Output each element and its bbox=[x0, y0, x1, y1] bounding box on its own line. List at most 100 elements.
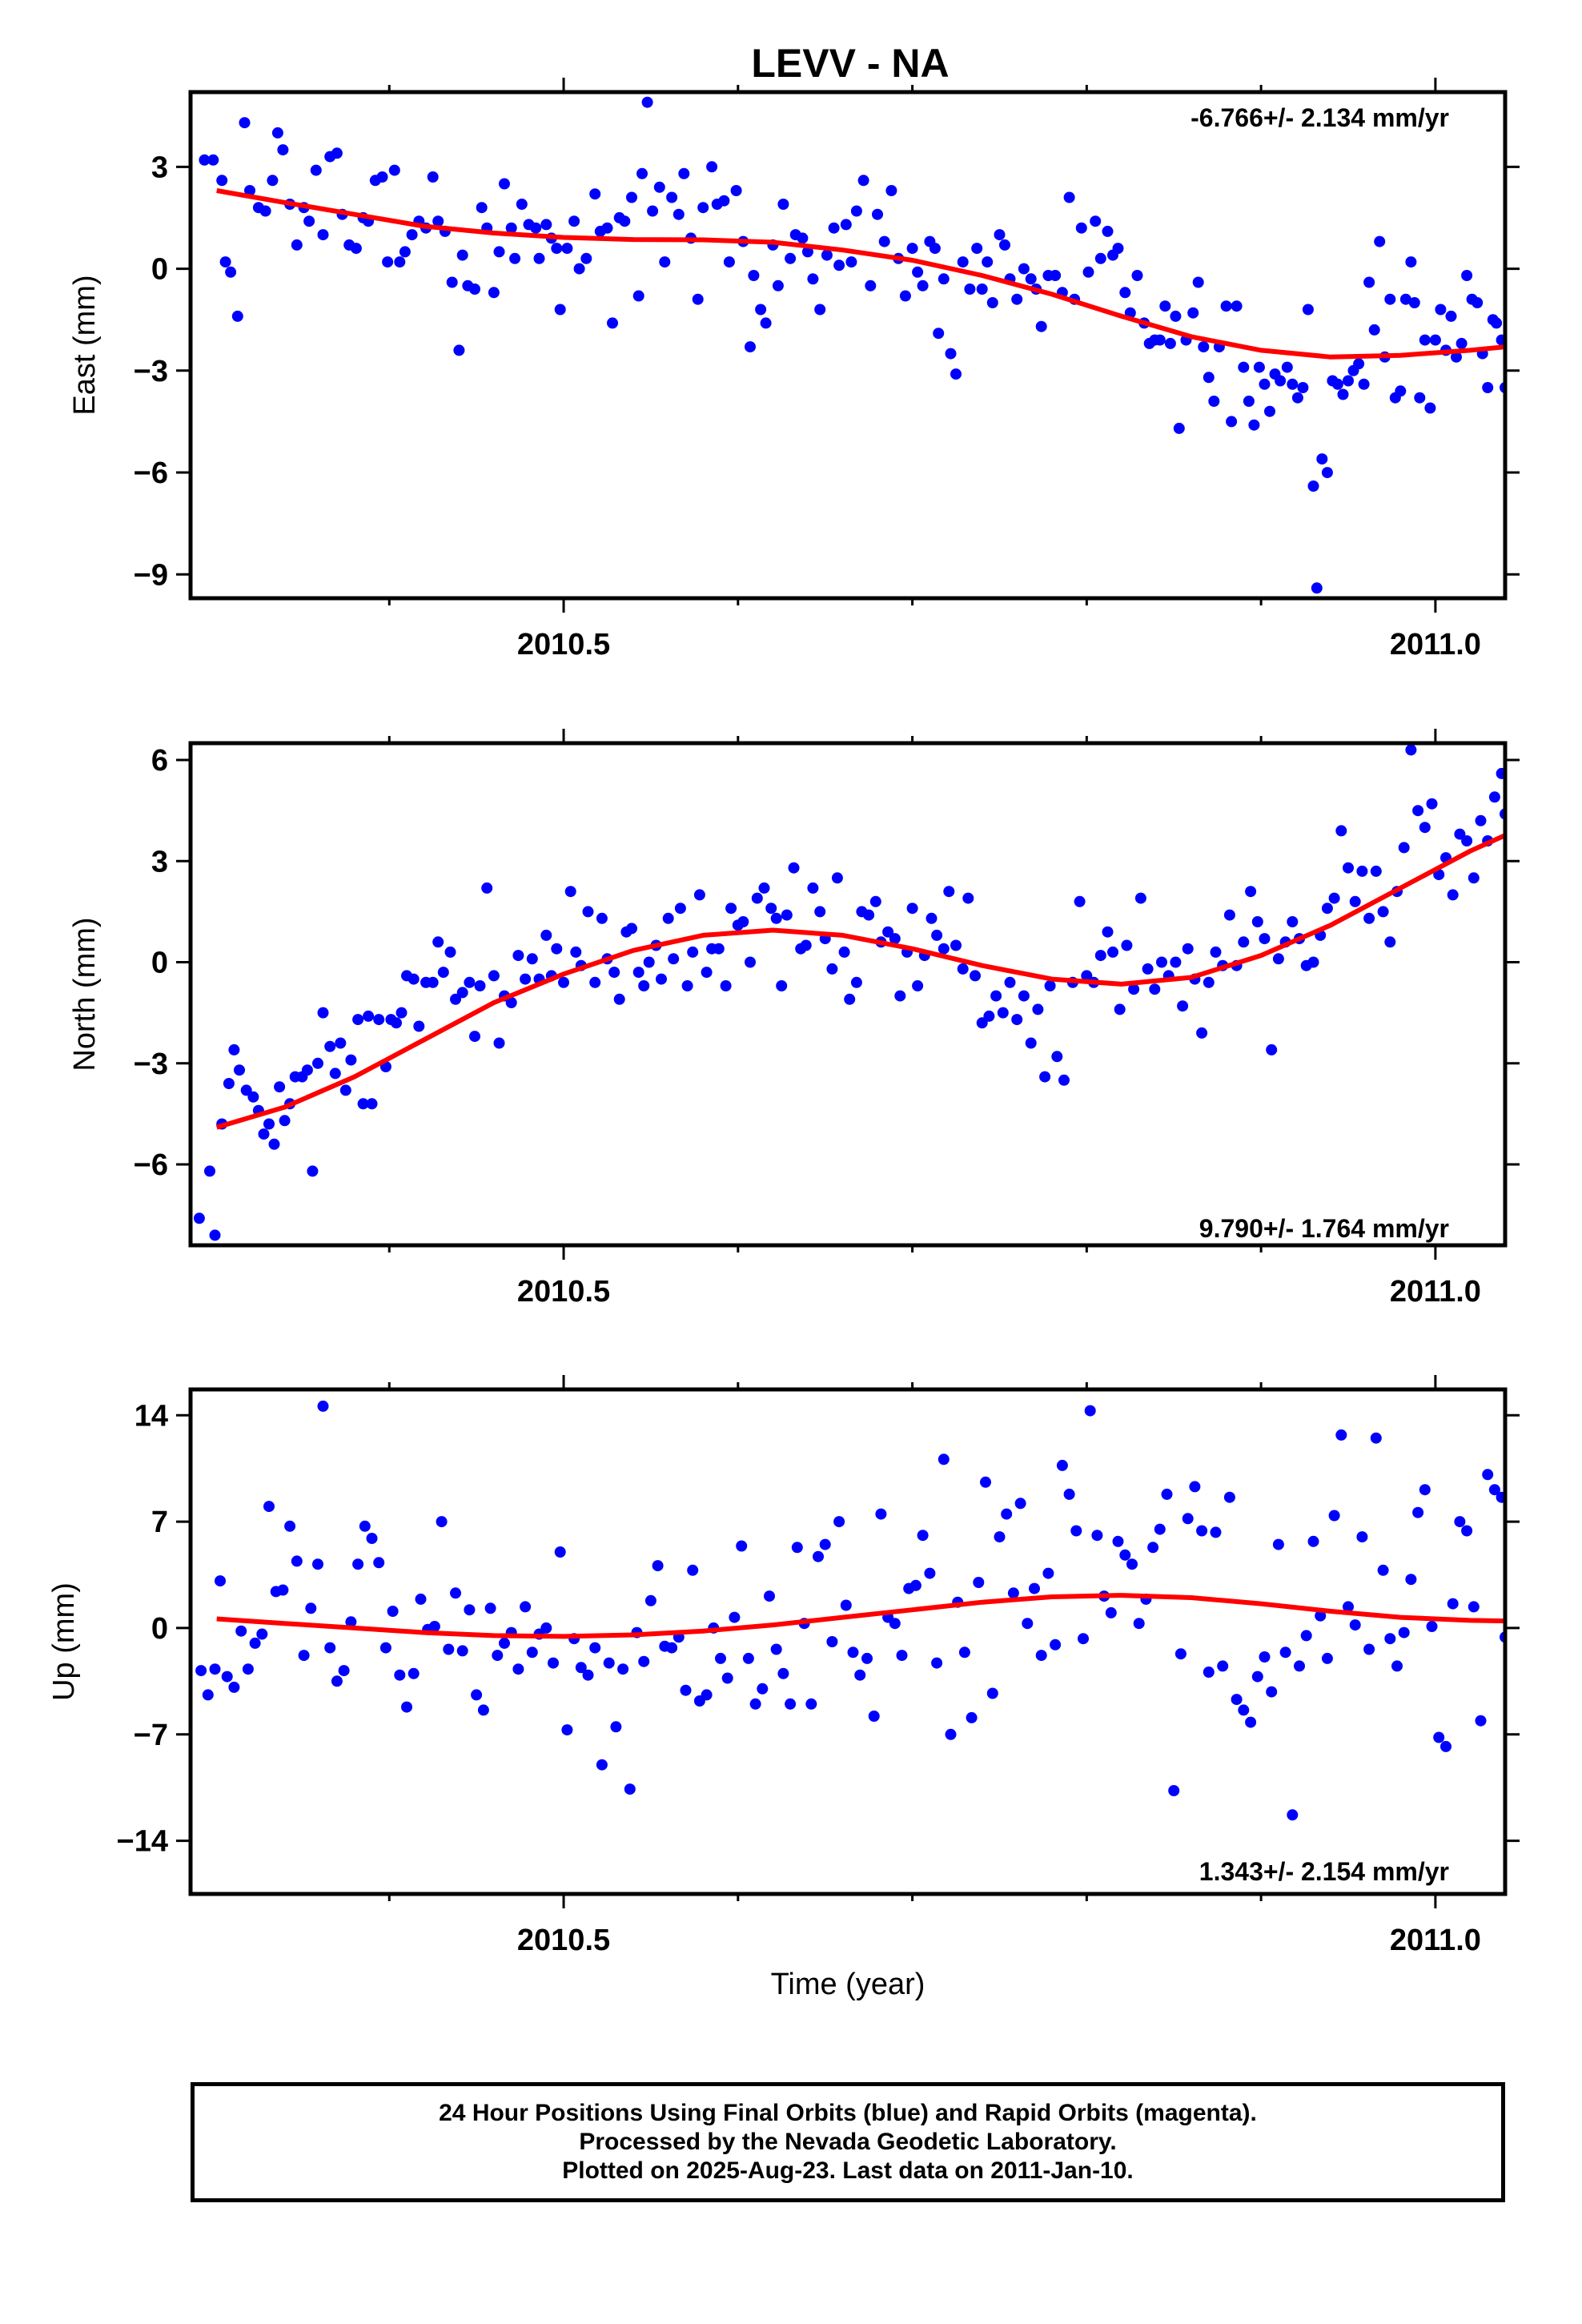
north-data-point bbox=[1488, 791, 1500, 803]
up-data-point bbox=[228, 1681, 240, 1693]
north-data-point bbox=[1412, 805, 1424, 817]
north-data-point bbox=[464, 976, 476, 988]
up-data-point bbox=[1063, 1488, 1075, 1500]
up-data-point bbox=[909, 1579, 921, 1591]
north-data-point bbox=[701, 967, 713, 979]
up-data-point bbox=[359, 1520, 371, 1532]
east-data-point bbox=[1050, 270, 1062, 281]
up-data-point bbox=[256, 1628, 268, 1640]
east-data-point bbox=[1374, 235, 1386, 247]
east-data-point bbox=[659, 256, 671, 268]
east-data-point bbox=[1220, 300, 1232, 312]
up-data-point bbox=[305, 1602, 317, 1614]
east-data-point bbox=[1203, 372, 1215, 384]
north-data-point bbox=[1468, 872, 1480, 884]
up-data-point bbox=[958, 1647, 970, 1659]
north-data-point bbox=[869, 895, 881, 907]
east-data-point bbox=[225, 266, 237, 278]
east-data-point bbox=[619, 215, 631, 227]
north-data-point bbox=[643, 956, 655, 968]
east-data-point bbox=[350, 243, 362, 255]
north-data-point bbox=[1419, 822, 1431, 834]
up-data-point bbox=[1084, 1405, 1096, 1417]
east-data-point bbox=[382, 256, 394, 268]
up-data-point bbox=[896, 1650, 908, 1662]
up-data-point bbox=[492, 1650, 504, 1662]
east-data-point bbox=[976, 283, 988, 295]
north-data-group bbox=[193, 744, 1505, 1241]
north-data-point bbox=[781, 909, 793, 921]
east-data-point bbox=[1094, 252, 1106, 264]
up-data-point bbox=[980, 1476, 991, 1488]
north-data-point bbox=[413, 1020, 425, 1032]
north-data-point bbox=[558, 976, 569, 988]
north-data-point bbox=[1210, 946, 1222, 958]
north-data-point bbox=[770, 912, 782, 924]
up-data-point bbox=[1238, 1704, 1250, 1716]
up-rate-label: 1.343+/- 2.154 mm/yr bbox=[1199, 1857, 1449, 1886]
up-data-point bbox=[499, 1637, 510, 1649]
east-data-point bbox=[1429, 334, 1441, 346]
east-data-point bbox=[1238, 361, 1250, 373]
north-panel: 6 3 0 −3 −6 2010.5 2011.0 North (mm) 9.790+/- 1.… bbox=[68, 729, 1520, 1309]
footer-line-2: Processed by the Nevada Geodetic Laborat… bbox=[579, 2129, 1117, 2155]
up-data-point bbox=[1231, 1694, 1243, 1706]
north-data-point bbox=[345, 1054, 357, 1066]
up-data-point bbox=[1454, 1516, 1466, 1528]
east-data-point bbox=[938, 273, 950, 285]
north-data-point bbox=[317, 1007, 329, 1019]
up-ytick-label: −7 bbox=[134, 1719, 168, 1752]
north-data-point bbox=[204, 1165, 215, 1177]
north-data-point bbox=[997, 1007, 1009, 1019]
up-data-point bbox=[1468, 1601, 1480, 1613]
up-data-point bbox=[777, 1667, 789, 1679]
north-data-point bbox=[339, 1084, 351, 1096]
up-data-point bbox=[415, 1593, 427, 1605]
east-data-point bbox=[1408, 297, 1420, 308]
up-data-point bbox=[854, 1669, 866, 1681]
north-data-point bbox=[1343, 862, 1354, 874]
east-data-point bbox=[912, 266, 924, 278]
east-data-point bbox=[697, 202, 709, 214]
up-data-point bbox=[1475, 1715, 1487, 1727]
east-data-point bbox=[857, 175, 869, 187]
north-data-point bbox=[1335, 825, 1347, 837]
north-data-point bbox=[674, 903, 686, 915]
east-data-point bbox=[929, 243, 941, 255]
up-data-point bbox=[861, 1652, 873, 1664]
east-data-point bbox=[1491, 317, 1503, 329]
up-ytick-label: 0 bbox=[151, 1612, 168, 1646]
north-data-point bbox=[526, 953, 538, 965]
up-data-point bbox=[235, 1625, 247, 1637]
north-data-point bbox=[469, 1031, 480, 1043]
up-data-point bbox=[450, 1587, 461, 1599]
north-data-point bbox=[1044, 980, 1056, 991]
east-data-point bbox=[580, 252, 592, 264]
north-data-point bbox=[1384, 936, 1396, 948]
east-data-point bbox=[568, 215, 580, 227]
up-data-point bbox=[471, 1689, 483, 1701]
north-data-point bbox=[432, 936, 444, 948]
east-y-axis-label: East (mm) bbox=[68, 275, 102, 415]
north-data-point bbox=[540, 929, 552, 941]
north-data-point bbox=[962, 892, 974, 904]
up-data-point bbox=[221, 1671, 233, 1683]
north-data-point bbox=[1475, 814, 1487, 826]
north-data-point bbox=[1454, 828, 1466, 840]
up-data-point bbox=[973, 1577, 985, 1588]
east-data-point bbox=[885, 185, 897, 196]
east-data-point bbox=[801, 246, 813, 258]
east-data-point bbox=[1302, 304, 1314, 316]
east-data-point bbox=[723, 256, 735, 268]
east-data-point bbox=[678, 167, 690, 179]
up-data-point bbox=[938, 1454, 950, 1466]
east-rate-label: -6.766+/- 2.134 mm/yr bbox=[1191, 103, 1449, 132]
up-data-point bbox=[312, 1558, 323, 1570]
east-ytick-label: −3 bbox=[134, 355, 168, 388]
up-data-point bbox=[1042, 1567, 1054, 1579]
east-data-point bbox=[533, 252, 545, 264]
up-data-point bbox=[1056, 1459, 1068, 1471]
east-data-point bbox=[331, 147, 343, 159]
up-data-point bbox=[526, 1647, 538, 1659]
north-data-point bbox=[990, 990, 1002, 1002]
